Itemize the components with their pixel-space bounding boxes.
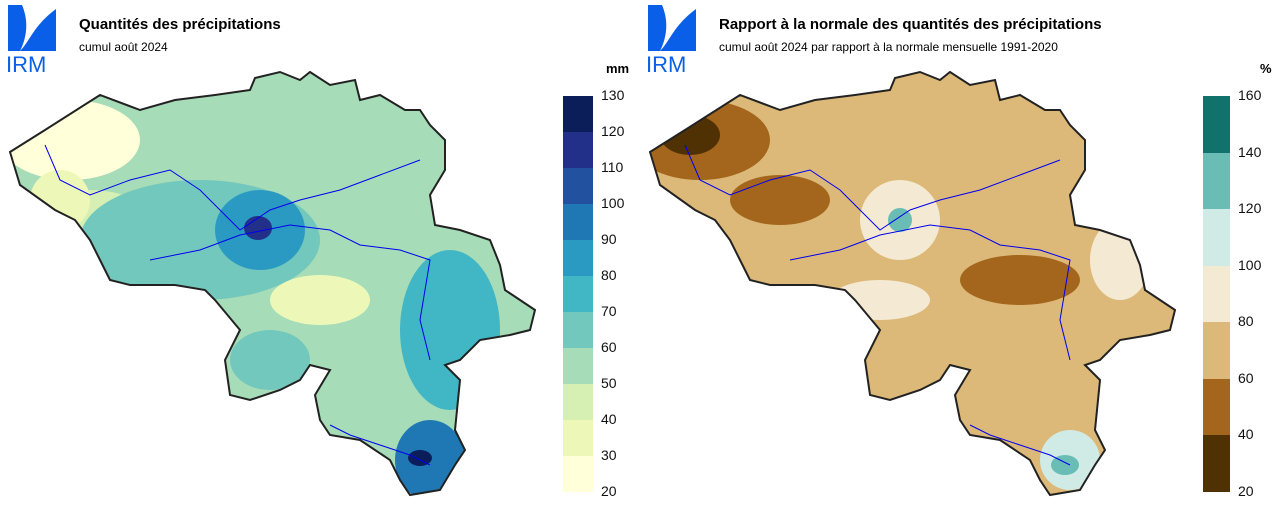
legend-tick: 140 bbox=[1238, 143, 1262, 160]
region-fill bbox=[1051, 455, 1079, 475]
river bbox=[329, 424, 431, 466]
legend-tick: 100 bbox=[1238, 256, 1262, 273]
region-fill bbox=[745, 360, 795, 400]
region-fill bbox=[10, 100, 140, 180]
legend-swatch bbox=[1203, 435, 1230, 492]
legend-tick: 20 bbox=[601, 483, 617, 499]
region-fill bbox=[244, 216, 272, 240]
legend-tick: 110 bbox=[601, 159, 624, 175]
legend-tick: 80 bbox=[601, 267, 617, 283]
legend-unit: % bbox=[1260, 61, 1272, 76]
region-fill bbox=[270, 275, 370, 325]
legend-tick: 30 bbox=[601, 447, 617, 463]
legend-swatch bbox=[563, 348, 593, 384]
legend-swatch bbox=[563, 384, 593, 420]
legend-swatch bbox=[1203, 265, 1230, 323]
legend-swatch bbox=[1203, 378, 1230, 436]
ratio-map-panel: IRM Rapport à la normale des quantités d… bbox=[640, 0, 1280, 507]
legend-tick: 40 bbox=[601, 411, 617, 427]
legend-swatch bbox=[563, 276, 593, 312]
region-fill bbox=[830, 280, 930, 320]
legend-swatch bbox=[563, 168, 593, 204]
region-fill bbox=[400, 250, 500, 410]
legend-swatch bbox=[1203, 209, 1230, 266]
river bbox=[684, 144, 1061, 231]
belgium-border bbox=[648, 70, 1177, 497]
legend-tick: 130 bbox=[601, 87, 625, 103]
region-fill bbox=[1090, 220, 1150, 300]
legend-swatch bbox=[1203, 322, 1230, 379]
region-fill bbox=[408, 450, 432, 466]
precipitation-map bbox=[8, 70, 537, 497]
svg-text:IRM: IRM bbox=[646, 52, 686, 73]
river bbox=[969, 424, 1071, 466]
river bbox=[149, 224, 431, 361]
region-fill bbox=[730, 175, 830, 225]
legend-tick: 120 bbox=[1238, 200, 1262, 217]
legend-tick: 50 bbox=[601, 375, 617, 391]
color-legend: 130 120 110 100 90 80 70 60 50 40 30 20 bbox=[563, 87, 624, 499]
legend-swatch bbox=[1203, 96, 1230, 153]
color-legend: 160 140 120 100 80 60 40 20 bbox=[1203, 87, 1261, 499]
legend-tick: 160 bbox=[1238, 87, 1262, 103]
legend-swatch bbox=[563, 204, 593, 240]
legend-swatch bbox=[563, 132, 593, 168]
region-fill bbox=[960, 255, 1080, 305]
irm-logo: IRM bbox=[6, 5, 56, 73]
svg-text:IRM: IRM bbox=[6, 52, 46, 73]
legend-swatch bbox=[563, 312, 593, 348]
legend-tick: 60 bbox=[601, 339, 617, 355]
legend-tick: 60 bbox=[1238, 369, 1254, 386]
legend-swatch bbox=[563, 96, 593, 132]
region-fill bbox=[888, 208, 912, 232]
legend-tick: 70 bbox=[601, 303, 617, 319]
legend-tick: 100 bbox=[601, 195, 625, 211]
region-fill bbox=[230, 330, 310, 390]
legend-tick: 80 bbox=[1238, 313, 1254, 330]
map-subtitle: cumul août 2024 bbox=[79, 40, 168, 54]
map-title: Quantités des précipitations bbox=[79, 16, 281, 33]
legend-swatch bbox=[563, 420, 593, 456]
precipitation-map-panel: IRM Quantités des précipitations cumul a… bbox=[6, 5, 630, 499]
ratio-map bbox=[648, 70, 1177, 497]
legend-tick: 90 bbox=[601, 231, 617, 247]
map-title: Rapport à la normale des quantités des p… bbox=[719, 16, 1102, 33]
legend-tick: 120 bbox=[601, 123, 625, 139]
legend-swatch bbox=[1203, 152, 1230, 210]
legend-swatch bbox=[563, 456, 593, 492]
legend-swatch bbox=[563, 240, 593, 276]
legend-unit: mm bbox=[606, 61, 630, 76]
irm-logo: IRM bbox=[646, 5, 696, 73]
river bbox=[789, 224, 1071, 361]
belgium-border bbox=[8, 70, 537, 497]
legend-tick: 40 bbox=[1238, 426, 1254, 443]
river bbox=[44, 144, 421, 231]
region-fill bbox=[660, 115, 720, 155]
map-subtitle: cumul août 2024 par rapport à la normale… bbox=[719, 40, 1058, 54]
legend-tick: 20 bbox=[1238, 483, 1254, 499]
